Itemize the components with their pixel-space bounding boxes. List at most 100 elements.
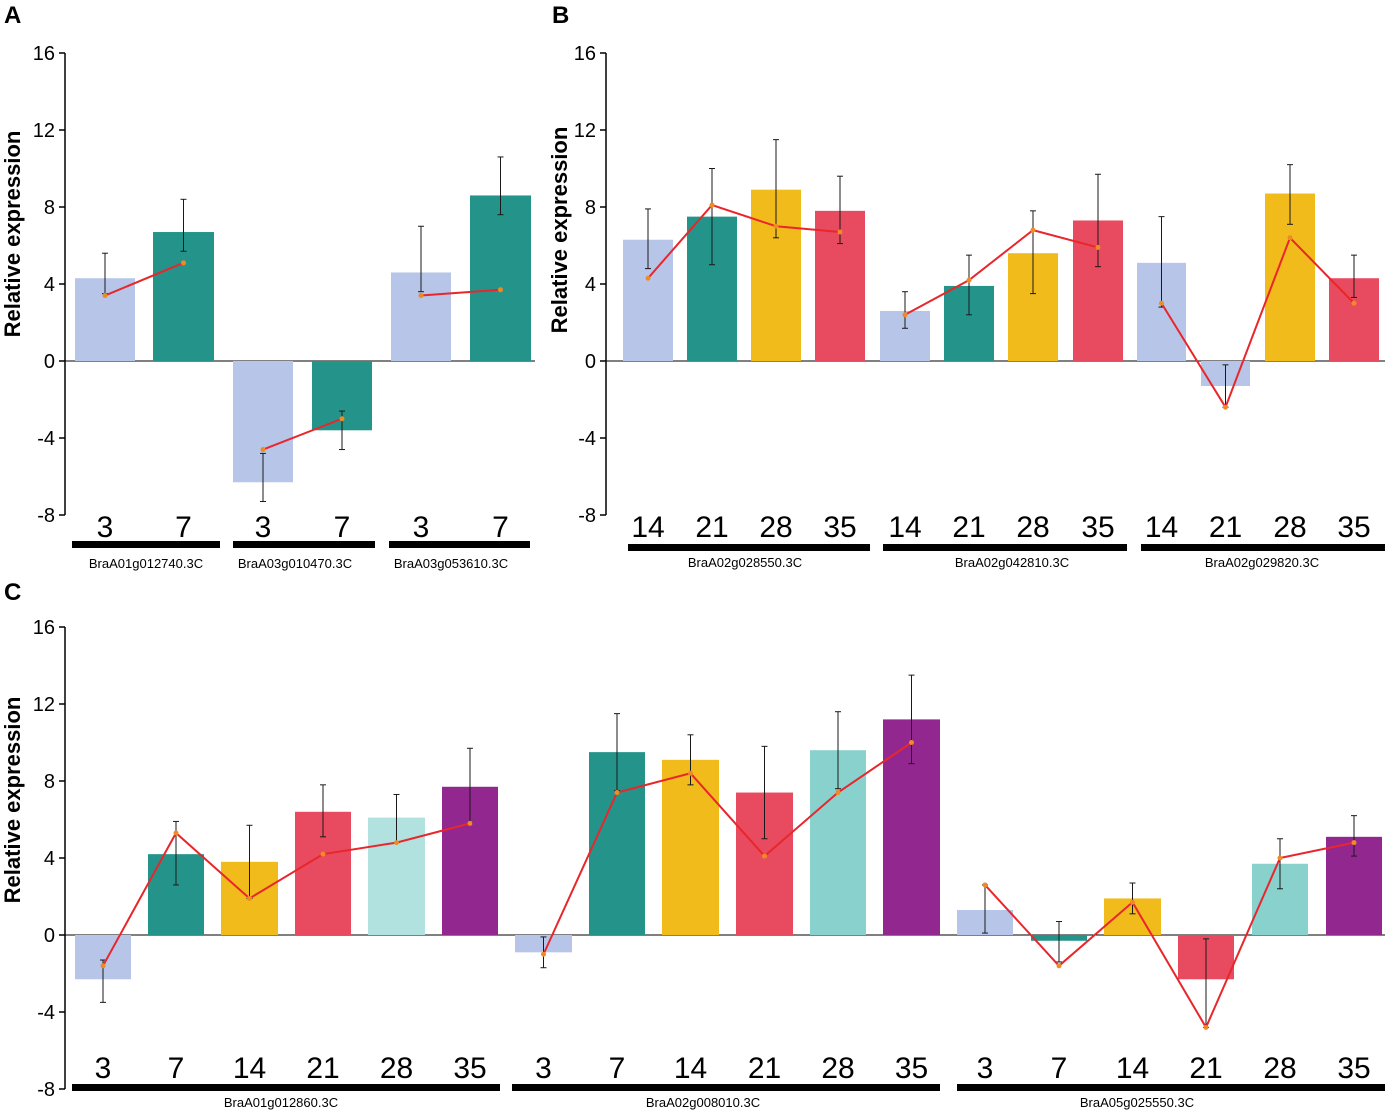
gene-group-bar [1141,544,1385,551]
panel-a: A Relative expression 16 12 8 4 0 -4 -8 3 7 BraA01g… [0,2,535,571]
day-label: 35 [1081,511,1114,544]
gene-group-2: 3 7 BraA03g010470.3C [233,361,375,571]
gene-group-bar [628,544,870,551]
panel-label: A [4,2,21,29]
trend-point [394,840,399,846]
day-label: 21 [1209,511,1242,544]
gene-label: BraA02g028550.3C [688,555,802,570]
y-tick-label: 12 [33,694,55,716]
gene-group-bar [233,541,375,548]
trend-point [1130,899,1135,905]
trend-line [647,203,841,279]
trend-line [904,229,1099,316]
y-tick-label: 8 [44,197,55,219]
bar-day-7 [470,195,531,361]
gene-group-bar [72,1084,500,1091]
day-label: 3 [413,511,430,544]
gene-group-1: 3 7 BraA01g012740.3C [72,198,220,571]
y-tick-label: 0 [585,351,596,373]
day-label: 14 [1116,1052,1149,1085]
day-label: 35 [1337,1052,1370,1085]
trend-point [762,853,767,859]
day-label: 3 [977,1052,994,1085]
trend-point [1223,404,1228,410]
day-label: 28 [821,1052,854,1085]
panel-label: B [552,2,569,29]
day-label: 21 [952,511,985,544]
trend-point [102,293,108,299]
day-label: 28 [1263,1052,1296,1085]
y-tick-label: -8 [37,1079,55,1101]
y-tick-label: 12 [574,120,596,142]
day-label: 7 [334,511,351,544]
trend-point [498,287,503,293]
trend-line [420,288,501,297]
y-tick-label: -4 [37,1002,55,1024]
y-tick-label: 4 [44,848,55,870]
trend-point [260,447,266,453]
trend-point [247,895,252,901]
trend-line [1160,235,1355,410]
gene-group-bar [512,1084,940,1091]
day-label: 3 [95,1052,112,1085]
gene-group-1: 14 21 28 35 BraA02g028550.3C [623,139,870,570]
y-tick-label: 8 [44,771,55,793]
day-label: 3 [535,1052,552,1085]
gene-label: BraA03g010470.3C [238,556,352,571]
y-tick-label: -8 [37,505,55,527]
day-label: 28 [380,1052,413,1085]
panel-b: B Relative expression 16 12 8 4 0 -4 -8 14 21 28 35 B… [547,2,1385,570]
day-label: 14 [1145,511,1178,544]
y-tick-label: 8 [585,197,596,219]
trend-point [1056,963,1062,969]
trend-point [173,830,179,836]
day-label: 3 [255,511,272,544]
day-label: 14 [233,1052,266,1085]
trend-line [984,841,1355,1030]
trend-line [102,822,471,967]
trend-point [1277,855,1283,861]
day-label: 28 [759,511,792,544]
gene-label: BraA01g012860.3C [224,1095,338,1110]
day-label: 7 [492,511,509,544]
day-label: 3 [97,511,114,544]
trend-point [1351,300,1357,306]
gene-group-1: 3 7 14 21 28 35 BraA01g012860.3C [72,747,500,1110]
y-tick-label: 0 [44,351,55,373]
trend-point [909,740,914,745]
trend-point [339,416,345,422]
trend-point [100,963,106,969]
y-tick-label: -4 [37,428,55,450]
day-label: 35 [453,1052,486,1085]
day-label: 28 [1016,511,1049,544]
gene-group-bar [883,544,1127,551]
y-axis-label: Relative expression [547,127,572,334]
gene-group-bar [72,541,220,548]
gene-group-2: 14 21 28 35 BraA02g042810.3C [880,173,1127,570]
trend-point [181,260,186,266]
gene-group-3: 14 21 28 35 BraA02g029820.3C [1137,164,1385,570]
bar-day-14 [662,759,719,935]
y-axis-label: Relative expression [0,697,25,904]
day-label: 14 [888,511,921,544]
day-label: 28 [1273,511,1306,544]
day-label: 7 [168,1052,185,1085]
y-tick-label: 16 [574,43,596,65]
y-tick-label: 4 [44,274,55,296]
trend-point [966,277,972,283]
gene-group-3: 3 7 BraA03g053610.3C [389,156,531,571]
gene-label: BraA05g025550.3C [1080,1095,1194,1110]
trend-point [709,202,715,208]
trend-point [645,275,651,281]
trend-line [542,741,913,955]
trend-point [614,790,620,796]
day-label: 14 [631,511,664,544]
day-label: 21 [1189,1052,1222,1085]
trend-point [1159,300,1164,306]
trend-point [1030,227,1036,233]
gene-label: BraA02g029820.3C [1205,555,1319,570]
day-label: 7 [1051,1052,1068,1085]
bar-day-7 [153,232,214,361]
